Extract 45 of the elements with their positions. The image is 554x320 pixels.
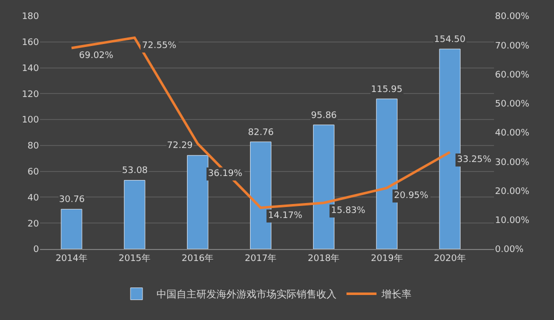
legend-label: 中国自主研发海外游戏市场实际销售收入	[156, 288, 336, 301]
y2-tick-label: 50.00%	[495, 100, 530, 110]
bar	[186, 155, 208, 249]
data-label: 82.76	[248, 128, 274, 138]
y2-tick-label: 30.00%	[495, 158, 530, 168]
y2-tick-label: 40.00%	[495, 128, 530, 139]
y-tick-label: 160	[22, 38, 40, 48]
y2-tick-label: 80.00%	[495, 12, 530, 22]
y-tick-label: 180	[22, 12, 40, 22]
y2-tick-label: 10.00%	[495, 216, 530, 226]
data-label: 36.19%	[208, 169, 243, 179]
data-label: 30.76	[59, 195, 86, 205]
y-tick-label: 40	[28, 193, 40, 204]
y-tick-label: 100	[22, 116, 40, 126]
y2-tick-label: 70.00%	[495, 41, 530, 52]
data-label: 115.95	[371, 85, 402, 95]
data-label: 69.02%	[79, 51, 114, 61]
data-label: 53.08	[122, 166, 148, 176]
x-tick-label: 2016年	[182, 252, 214, 264]
y-tick-label: 20	[28, 219, 40, 230]
y-tick-label: 120	[22, 90, 40, 100]
x-tick-label: 2017年	[244, 252, 277, 264]
x-tick-label: 2018年	[308, 252, 340, 264]
data-label: 72.55%	[142, 41, 177, 51]
x-tick-label: 2019年	[370, 252, 403, 264]
x-tick-label: 2015年	[118, 252, 151, 264]
y-tick-label: 140	[22, 64, 40, 74]
data-label: 154.50	[434, 35, 466, 45]
x-tick-label: 2020年	[434, 252, 466, 264]
y-tick-label: 60	[28, 167, 40, 178]
y2-tick-label: 60.00%	[495, 70, 530, 80]
x-tick-label: 2014年	[56, 252, 88, 264]
data-label: 15.83%	[331, 206, 366, 216]
y-tick-label: 0	[33, 245, 40, 256]
bar	[60, 208, 82, 249]
data-label: 95.86	[311, 111, 338, 121]
data-label: 14.17%	[268, 211, 303, 221]
y2-tick-label: 0.00%	[495, 245, 524, 256]
data-label: 20.95%	[394, 191, 429, 201]
y2-tick-label: 20.00%	[495, 186, 530, 197]
legend-label: 增长率	[380, 288, 412, 301]
data-label: 72.29	[167, 141, 194, 151]
bar	[124, 180, 146, 249]
data-label: 33.25%	[457, 155, 492, 165]
y-tick-label: 80	[28, 142, 40, 152]
